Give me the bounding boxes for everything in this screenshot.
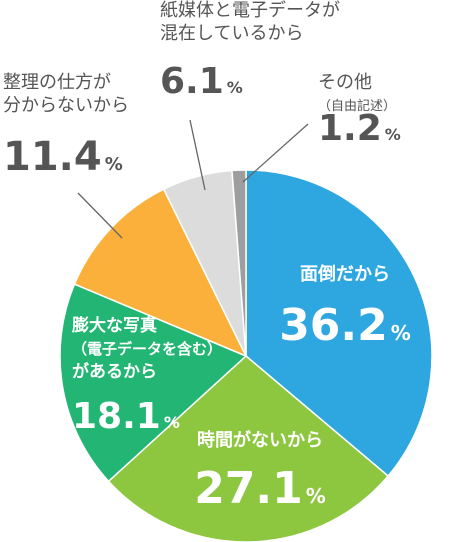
slice-label-konzai-line1: 紙媒体と電子データが (160, 0, 340, 21)
slice-value-jikan: 27.1% (194, 463, 326, 514)
leader-line-seiri (77, 192, 123, 239)
slice-value-sonota: 1.2% (318, 108, 401, 149)
slice-value-seiri: 11.4% (3, 134, 123, 180)
slice-label-mendou-line1: 面倒だから (300, 264, 390, 285)
pie-slice-bodai (59, 283, 248, 483)
leader-line-sonota (242, 123, 309, 183)
slice-label-bodai-line3: があるから (72, 361, 157, 382)
slice-label-sonota-line1: その他 (318, 72, 372, 93)
slice-label-bodai-line2: （電子データを含む） (72, 340, 222, 358)
slice-value-bodai: 18.1% (72, 396, 180, 437)
slice-label-bodai-line1: 膨大な写真 (72, 315, 157, 336)
leader-line-konzai (189, 119, 206, 191)
slice-label-seiri-line2: 分からないから (3, 95, 129, 116)
slice-label-sonota-line2: （自由記述） (318, 98, 396, 114)
slice-value-mendou: 36.2% (279, 300, 411, 351)
slice-label-seiri-line1: 整理の仕方が (3, 72, 111, 93)
pie-slice-sonota (231, 169, 247, 357)
slice-value-konzai: 6.1% (160, 61, 243, 102)
slice-label-konzai-line2: 混在しているから (160, 23, 303, 44)
pie-slice-mendou (245, 169, 433, 478)
pie-slice-seiri (73, 188, 248, 358)
slice-label-jikan-line1: 時間がないから (197, 429, 323, 451)
